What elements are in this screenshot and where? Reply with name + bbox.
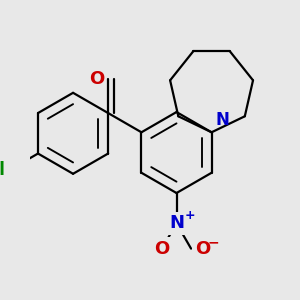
Text: N: N <box>216 111 230 129</box>
Text: +: + <box>184 209 195 222</box>
Text: O: O <box>154 240 170 258</box>
Text: O: O <box>89 70 104 88</box>
Text: O: O <box>195 240 210 258</box>
Text: N: N <box>169 214 184 232</box>
Text: Cl: Cl <box>0 161 5 179</box>
Text: −: − <box>208 236 219 250</box>
